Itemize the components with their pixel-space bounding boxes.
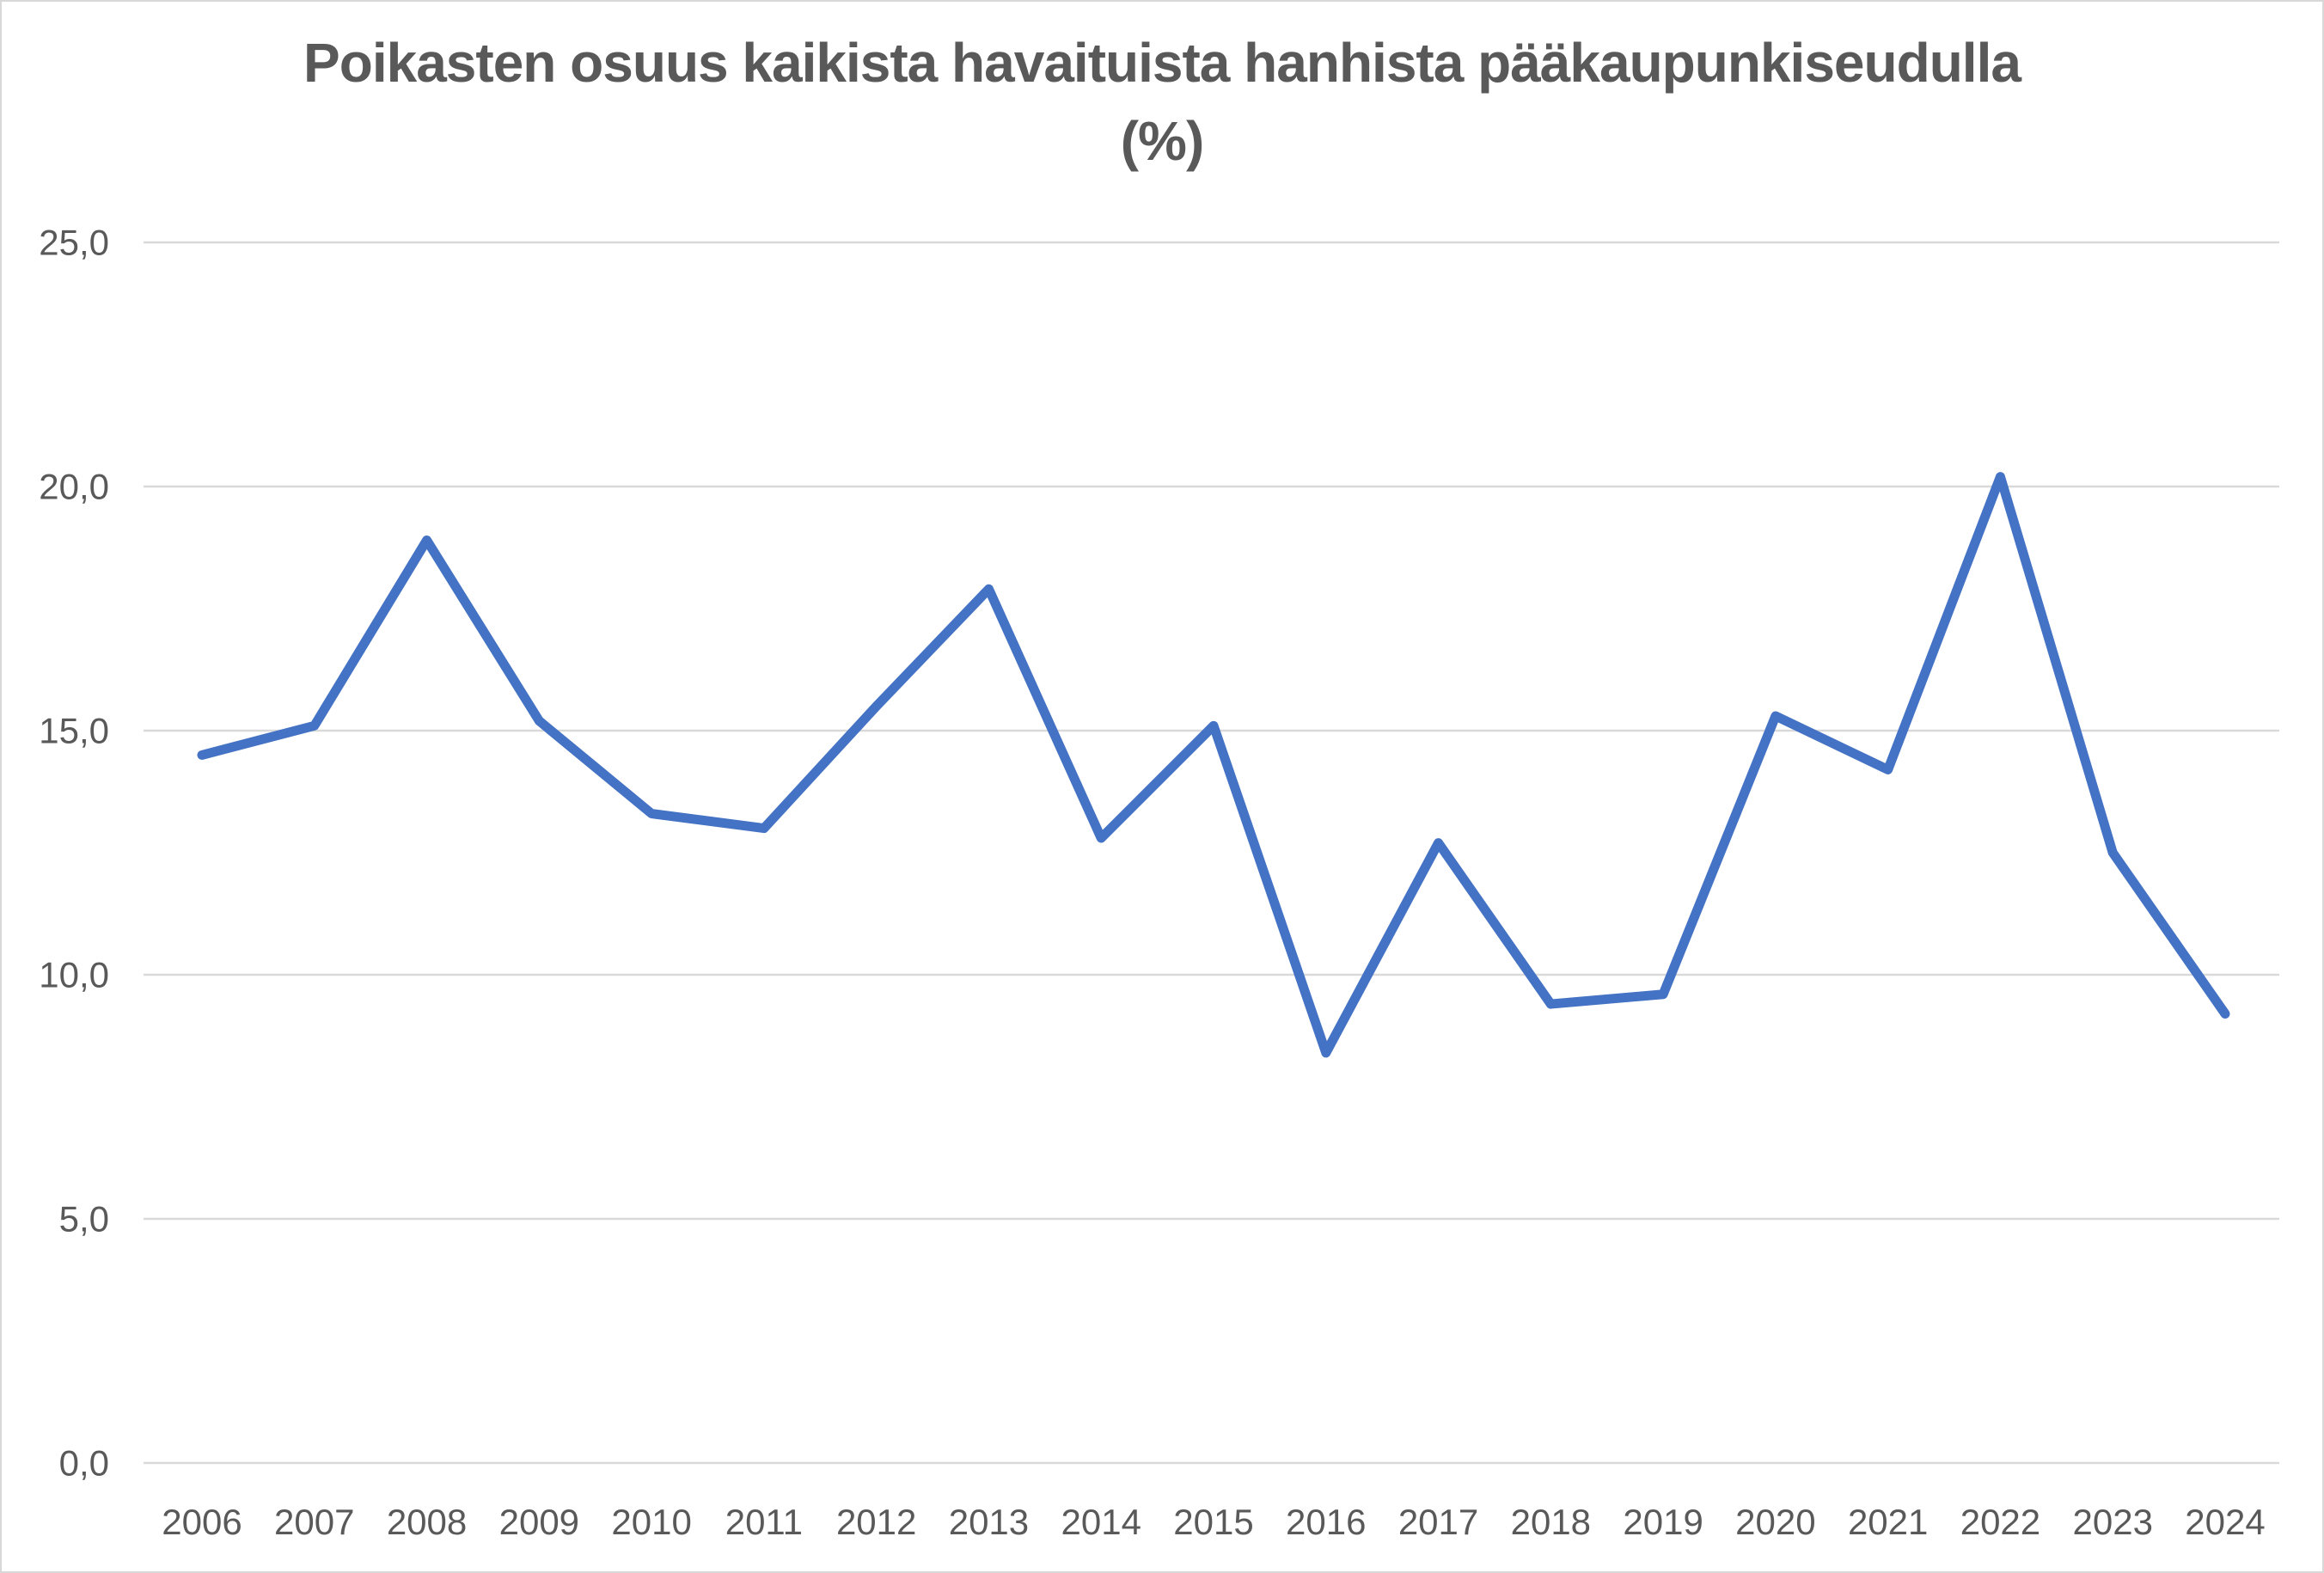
x-axis-tick-label: 2009 [499, 1502, 579, 1542]
x-axis-tick-label: 2013 [949, 1502, 1029, 1542]
x-axis-tick-label: 2012 [836, 1502, 916, 1542]
x-axis-tick-label: 2024 [2185, 1502, 2265, 1542]
chart-title: Poikasten osuus kaikista havaituista han… [2, 24, 2322, 181]
data-series-line [197, 472, 2230, 1058]
x-axis-tick-label: 2016 [1286, 1502, 1366, 1542]
x-axis-tick-label: 2019 [1623, 1502, 1703, 1542]
x-axis-tick-label: 2021 [1848, 1502, 1928, 1542]
x-axis-tick-label: 2008 [387, 1502, 467, 1542]
y-axis-tick-label: 25,0 [39, 223, 109, 263]
x-axis-tick-label: 2007 [274, 1502, 354, 1542]
x-axis-tick-label: 2010 [611, 1502, 691, 1542]
chart-title-line2: (%) [1120, 109, 1205, 172]
chart-title-line1: Poikasten osuus kaikista havaituista han… [303, 32, 2021, 94]
x-axis-tick-label: 2015 [1173, 1502, 1253, 1542]
x-axis-tick-label: 2006 [162, 1502, 242, 1542]
y-axis-tick-label: 0,0 [59, 1443, 109, 1484]
x-axis-tick-label: 2011 [725, 1502, 803, 1542]
x-axis-tick-label: 2022 [1960, 1502, 2040, 1542]
y-axis-tick-label: 15,0 [39, 711, 109, 751]
x-axis-tick-label: 2014 [1061, 1502, 1141, 1542]
x-axis-tick-label: 2017 [1398, 1502, 1478, 1542]
x-axis-tick-label: 2020 [1735, 1502, 1815, 1542]
y-axis-tick-label: 10,0 [39, 955, 109, 995]
y-axis-tick-label: 20,0 [39, 467, 109, 507]
x-axis-tick-label: 2023 [2073, 1502, 2153, 1542]
x-axis-tick-label: 2018 [1511, 1502, 1591, 1542]
y-axis-tick-label: 5,0 [59, 1199, 109, 1239]
